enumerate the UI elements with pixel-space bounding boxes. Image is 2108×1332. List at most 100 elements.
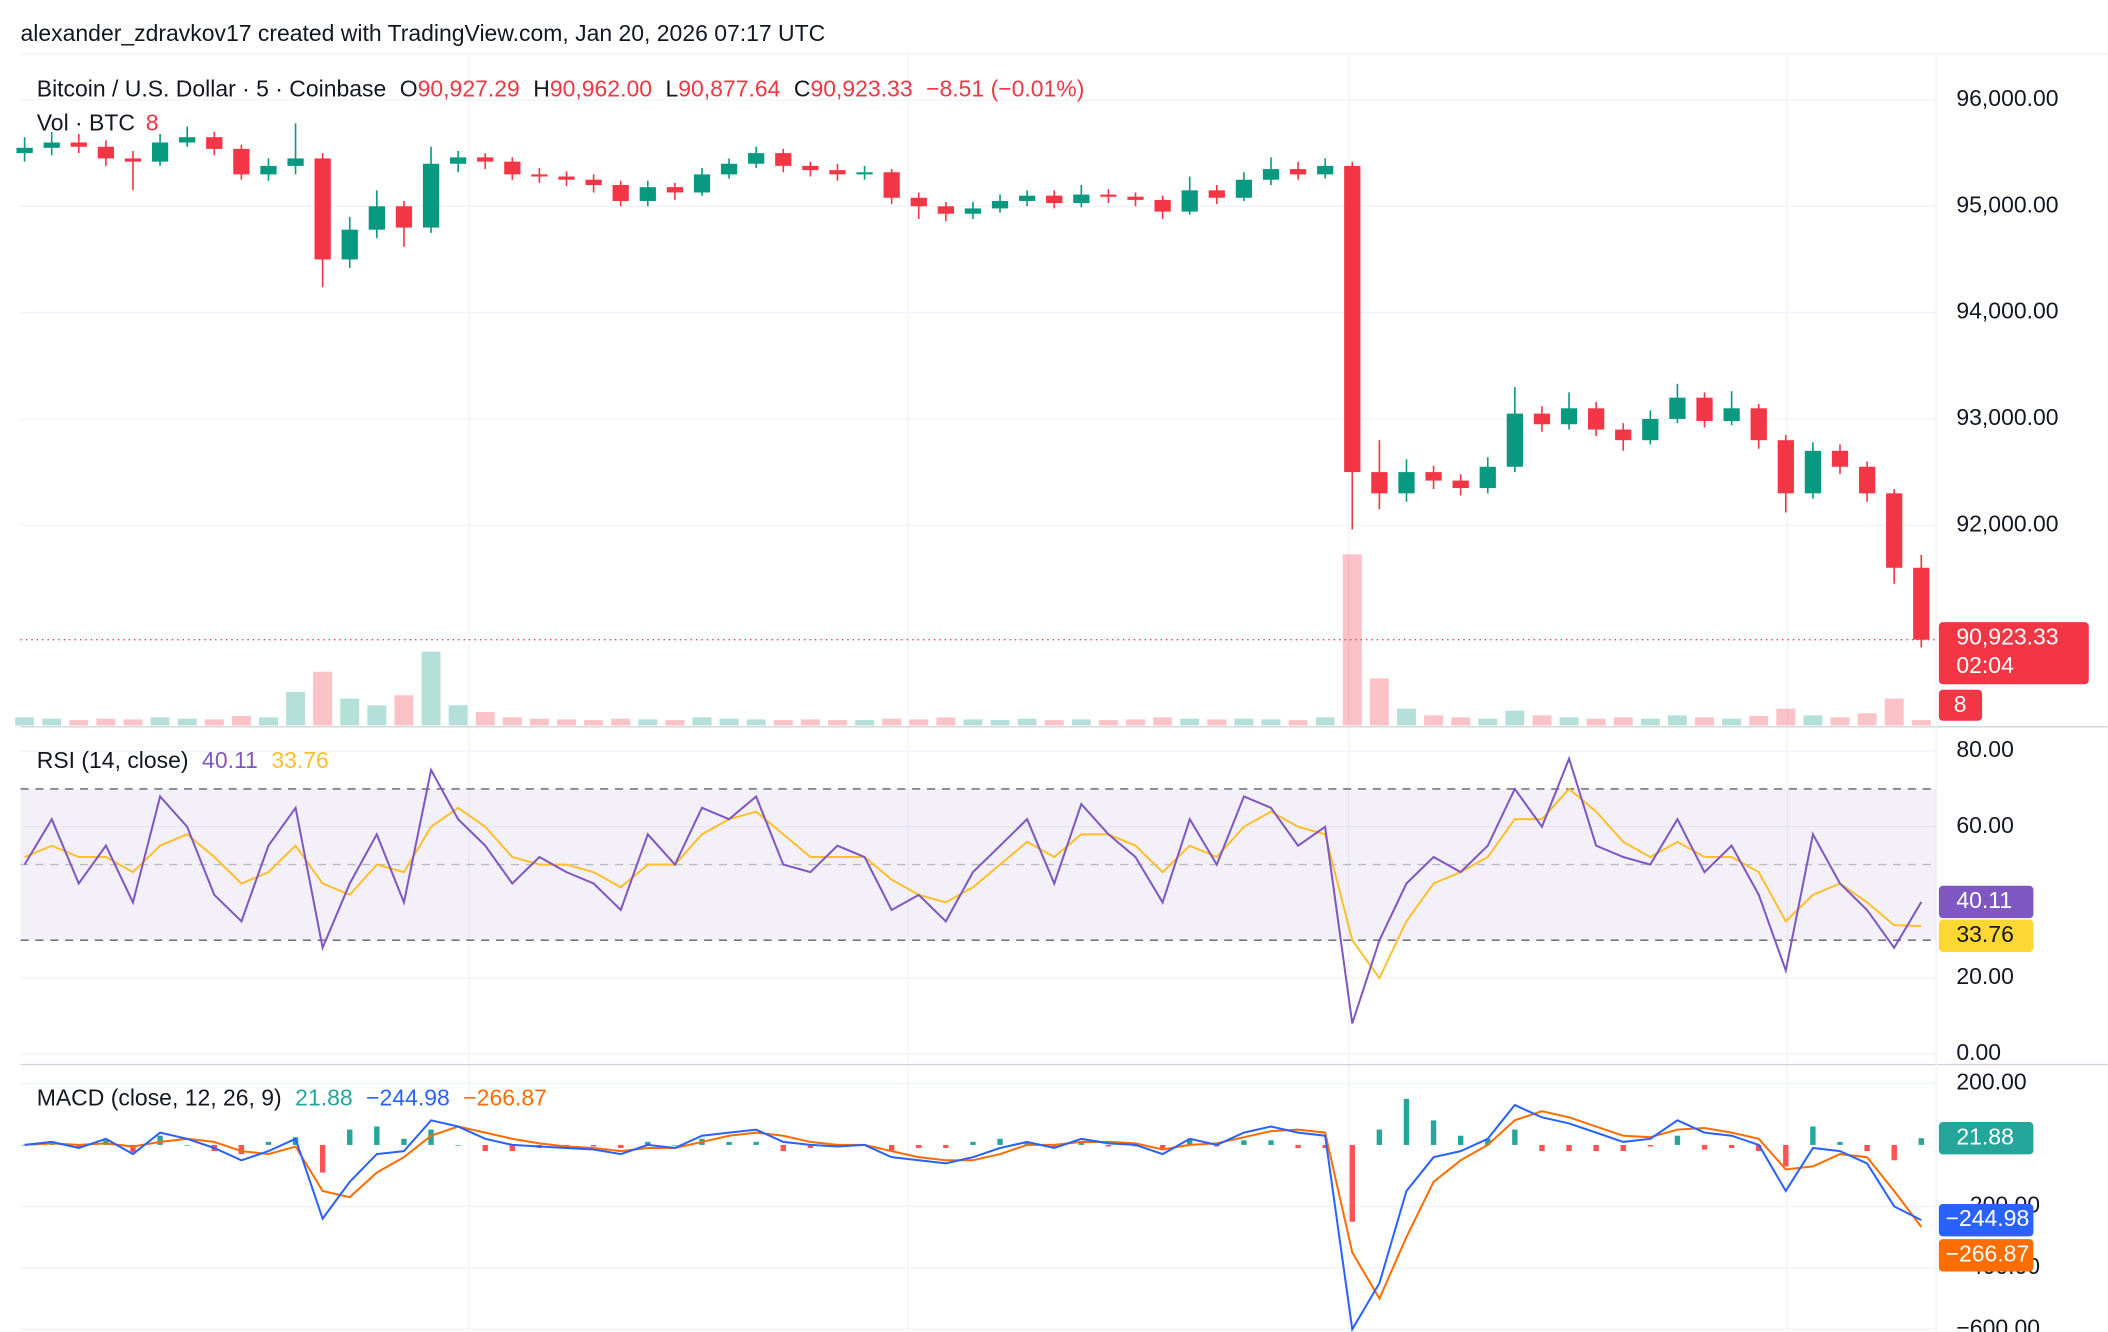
indicator-line [23,755,1923,1024]
macd-histogram-bar [374,1126,380,1145]
price-legend: Bitcoin / U.S. Dollar · 5 · Coinbase O90,… [37,76,1085,102]
countdown-label: 02:04 [1956,652,2014,678]
macd-tag [1938,1203,2034,1237]
volume-bar [258,717,278,726]
candle-body [1208,190,1225,198]
volume-bar [1613,717,1633,726]
volume-bar [367,705,387,726]
legend-value: 40.11 [202,747,258,773]
volume-bar [123,719,143,726]
macd-histogram-bar [1647,1144,1654,1147]
candle-body [287,158,304,166]
volume-bar [1667,715,1687,726]
y-tick-label: 0.00 [1956,1039,2001,1065]
volume-bar [827,720,847,726]
candle-body [883,172,900,198]
macd-legend: MACD (close, 12, 26, 9) 21.88 −244.98 −266.… [37,1085,547,1111]
macd-histogram-bar [590,1144,597,1147]
volume-bar [638,719,658,726]
volume-bar [584,720,604,726]
macd-histogram-bar [1701,1144,1708,1150]
candle-body [964,208,982,214]
volume-bar [1234,718,1254,726]
macd-histogram-bar [1485,1138,1491,1145]
macd-histogram-bar [1295,1144,1301,1149]
legend-title: Bitcoin / U.S. Dollar · 5 · Coinbase [37,76,387,102]
volume-bar [231,716,251,726]
macd-histogram-bar [1430,1120,1437,1145]
macd-histogram-bar [943,1144,949,1149]
macd-histogram-bar [1349,1144,1355,1222]
candle-body [179,137,196,143]
macd-histogram-bar [455,1144,461,1146]
candle-body [1804,450,1822,494]
macd-histogram-bar [1159,1144,1166,1150]
rsi-tag-label: 40.11 [1956,887,2012,913]
volume-bar [1369,678,1389,726]
candle-body [1235,179,1253,198]
candle-body [1533,413,1551,425]
macd-histogram-bar [1756,1144,1762,1152]
volume-tag [1938,689,1983,721]
macd-histogram-bar [672,1144,678,1146]
candle-body [910,197,927,207]
volume-bar [909,719,929,726]
legend-key: C [794,76,811,102]
macd-histogram-bar [916,1144,922,1149]
volume-bar [286,691,306,726]
legend-title: RSI (14, close) [37,747,189,773]
volume-bar [1098,720,1118,726]
macd-histogram-bar [888,1144,895,1152]
macd-histogram-bar [1457,1135,1464,1145]
volume-bar [204,719,224,726]
macd-histogram-bar [130,1144,136,1153]
y-tick-label: 93,000.00 [1956,404,2058,430]
macd-histogram-bar [1837,1141,1843,1145]
macd-tag-label: −244.98 [1946,1205,2030,1231]
volume-bar [1749,716,1769,726]
macd-histogram-bar [1864,1144,1870,1152]
candle-body [16,147,33,154]
macd-histogram-bar [21,1144,28,1146]
volume-bar [313,671,333,726]
indicator-line [24,1103,1922,1332]
candle-body [1371,472,1388,494]
candle-body [1642,418,1659,441]
legend-value: 90,877.64 [678,76,780,102]
candle-body [1398,472,1415,494]
y-tick-label: 95,000.00 [1956,191,2058,217]
rsi-tag [1938,885,2034,919]
signal-tag-label: −266.87 [1946,1240,2030,1266]
candle-body [585,179,602,186]
candle-body [260,165,277,175]
volume-bar [1396,708,1416,726]
volume-bar [475,712,495,726]
macd-histogram-bar [482,1144,488,1152]
macd-histogram-bar [1810,1126,1816,1145]
macd-hist-tag-label: 21.88 [1956,1123,2013,1149]
volume-bar [692,717,712,726]
macd-histogram-bar [1566,1144,1572,1152]
volume-bar [15,717,35,726]
volume-bar [1153,717,1173,726]
volume-bar [1911,720,1931,726]
volume-bar [177,718,197,726]
volume-bar [963,719,983,726]
legend-key: L [666,76,679,102]
candle-body [43,142,60,148]
candle-body [1669,397,1686,419]
macd-histogram-bar [1268,1140,1274,1145]
macd-histogram-bar [1403,1098,1410,1145]
candle-body [1777,440,1794,494]
macd-histogram-bar [509,1144,516,1152]
candle-body [422,163,440,228]
volume-bar [1695,717,1715,726]
volume-bar [1342,554,1362,726]
candle-body [1858,466,1876,494]
signal-tag [1938,1239,2034,1272]
volume-bar [1505,710,1525,726]
volume-bar [773,720,793,726]
candle-body [693,174,711,193]
